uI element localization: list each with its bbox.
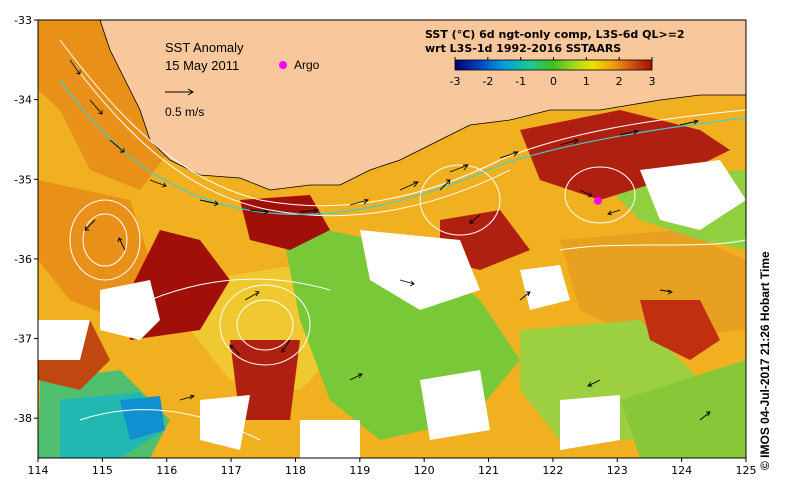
coastline	[99, 20, 746, 191]
colorbar	[454, 59, 653, 71]
no-data-region	[38, 320, 90, 360]
argo-float-marker	[593, 196, 602, 205]
colorbar-tick-label: 2	[616, 75, 623, 88]
no-data-region	[360, 230, 480, 310]
sst-patch-cool	[620, 360, 746, 458]
x-tick-label: 124	[671, 464, 692, 477]
x-tick-label: 120	[414, 464, 435, 477]
x-tick-label: 122	[542, 464, 563, 477]
y-tick-label: -34	[14, 94, 32, 107]
map-title: SST Anomaly	[165, 40, 244, 55]
colorbar-tick-label: 0	[550, 75, 557, 88]
no-data-region	[560, 395, 620, 450]
x-tick-label: 119	[349, 464, 370, 477]
y-tick-label: -37	[14, 333, 32, 346]
no-data-region	[520, 265, 570, 310]
x-tick-label: 116	[156, 464, 177, 477]
x-tick-label: 115	[92, 464, 113, 477]
colorbar-tick-label: -1	[515, 75, 526, 88]
y-tick-label: -35	[14, 173, 32, 186]
argo-legend-marker	[279, 61, 287, 69]
no-data-region	[420, 370, 490, 440]
sst-patch-warm	[640, 300, 720, 360]
credit-text: © IMOS 04-Jul-2017 21:26 Hobart Time	[758, 251, 772, 470]
y-axis: -33 -34 -35 -36 -37 -38	[14, 14, 38, 425]
scale-arrowhead	[187, 88, 194, 96]
colorbar-tick-label: -3	[450, 75, 461, 88]
caption-line-2: wrt L3S-1d 1992-2016 SSTAARS	[425, 42, 621, 55]
x-tick-label: 125	[736, 464, 757, 477]
x-tick-label: 114	[28, 464, 49, 477]
scale-label: 0.5 m/s	[165, 105, 204, 119]
argo-legend: Argo	[279, 58, 320, 72]
current-vectors	[69, 59, 711, 421]
no-data-region	[640, 160, 746, 230]
x-tick-label: 123	[607, 464, 628, 477]
no-data-region	[200, 395, 250, 450]
y-tick-label: -38	[14, 412, 32, 425]
x-tick-label: 118	[285, 464, 306, 477]
plot-frame	[37, 19, 747, 459]
colorbar-tick-label: -2	[482, 75, 493, 88]
colorbar-tick-label: 1	[583, 75, 590, 88]
plot-area	[38, 20, 746, 458]
no-data-region	[100, 280, 160, 340]
argo-legend-label: Argo	[294, 58, 320, 72]
x-tick-label: 121	[478, 464, 499, 477]
no-data-region	[300, 420, 360, 458]
x-axis: 114 115 116 117 118 119 120 121 122 123 124 125	[28, 458, 757, 477]
x-tick-label: 117	[221, 464, 242, 477]
velocity-scale: 0.5 m/s	[165, 88, 204, 119]
y-tick-label: -36	[14, 253, 32, 266]
ssh-contours	[59, 39, 746, 441]
map-date: 15 May 2011	[165, 58, 239, 73]
sst-patch	[38, 180, 150, 320]
sst-patch-cool	[120, 396, 165, 440]
sst-patch	[38, 20, 170, 190]
colorbar-ticks: -3 -2 -1 0 1 2 3	[450, 57, 656, 88]
colorbar-tick-label: 3	[649, 75, 656, 88]
caption-line-1: SST (°C) 6d ngt-only comp, L3S-6d QL>=2	[425, 28, 685, 41]
current-path	[59, 79, 746, 215]
y-tick-label: -33	[14, 14, 32, 27]
